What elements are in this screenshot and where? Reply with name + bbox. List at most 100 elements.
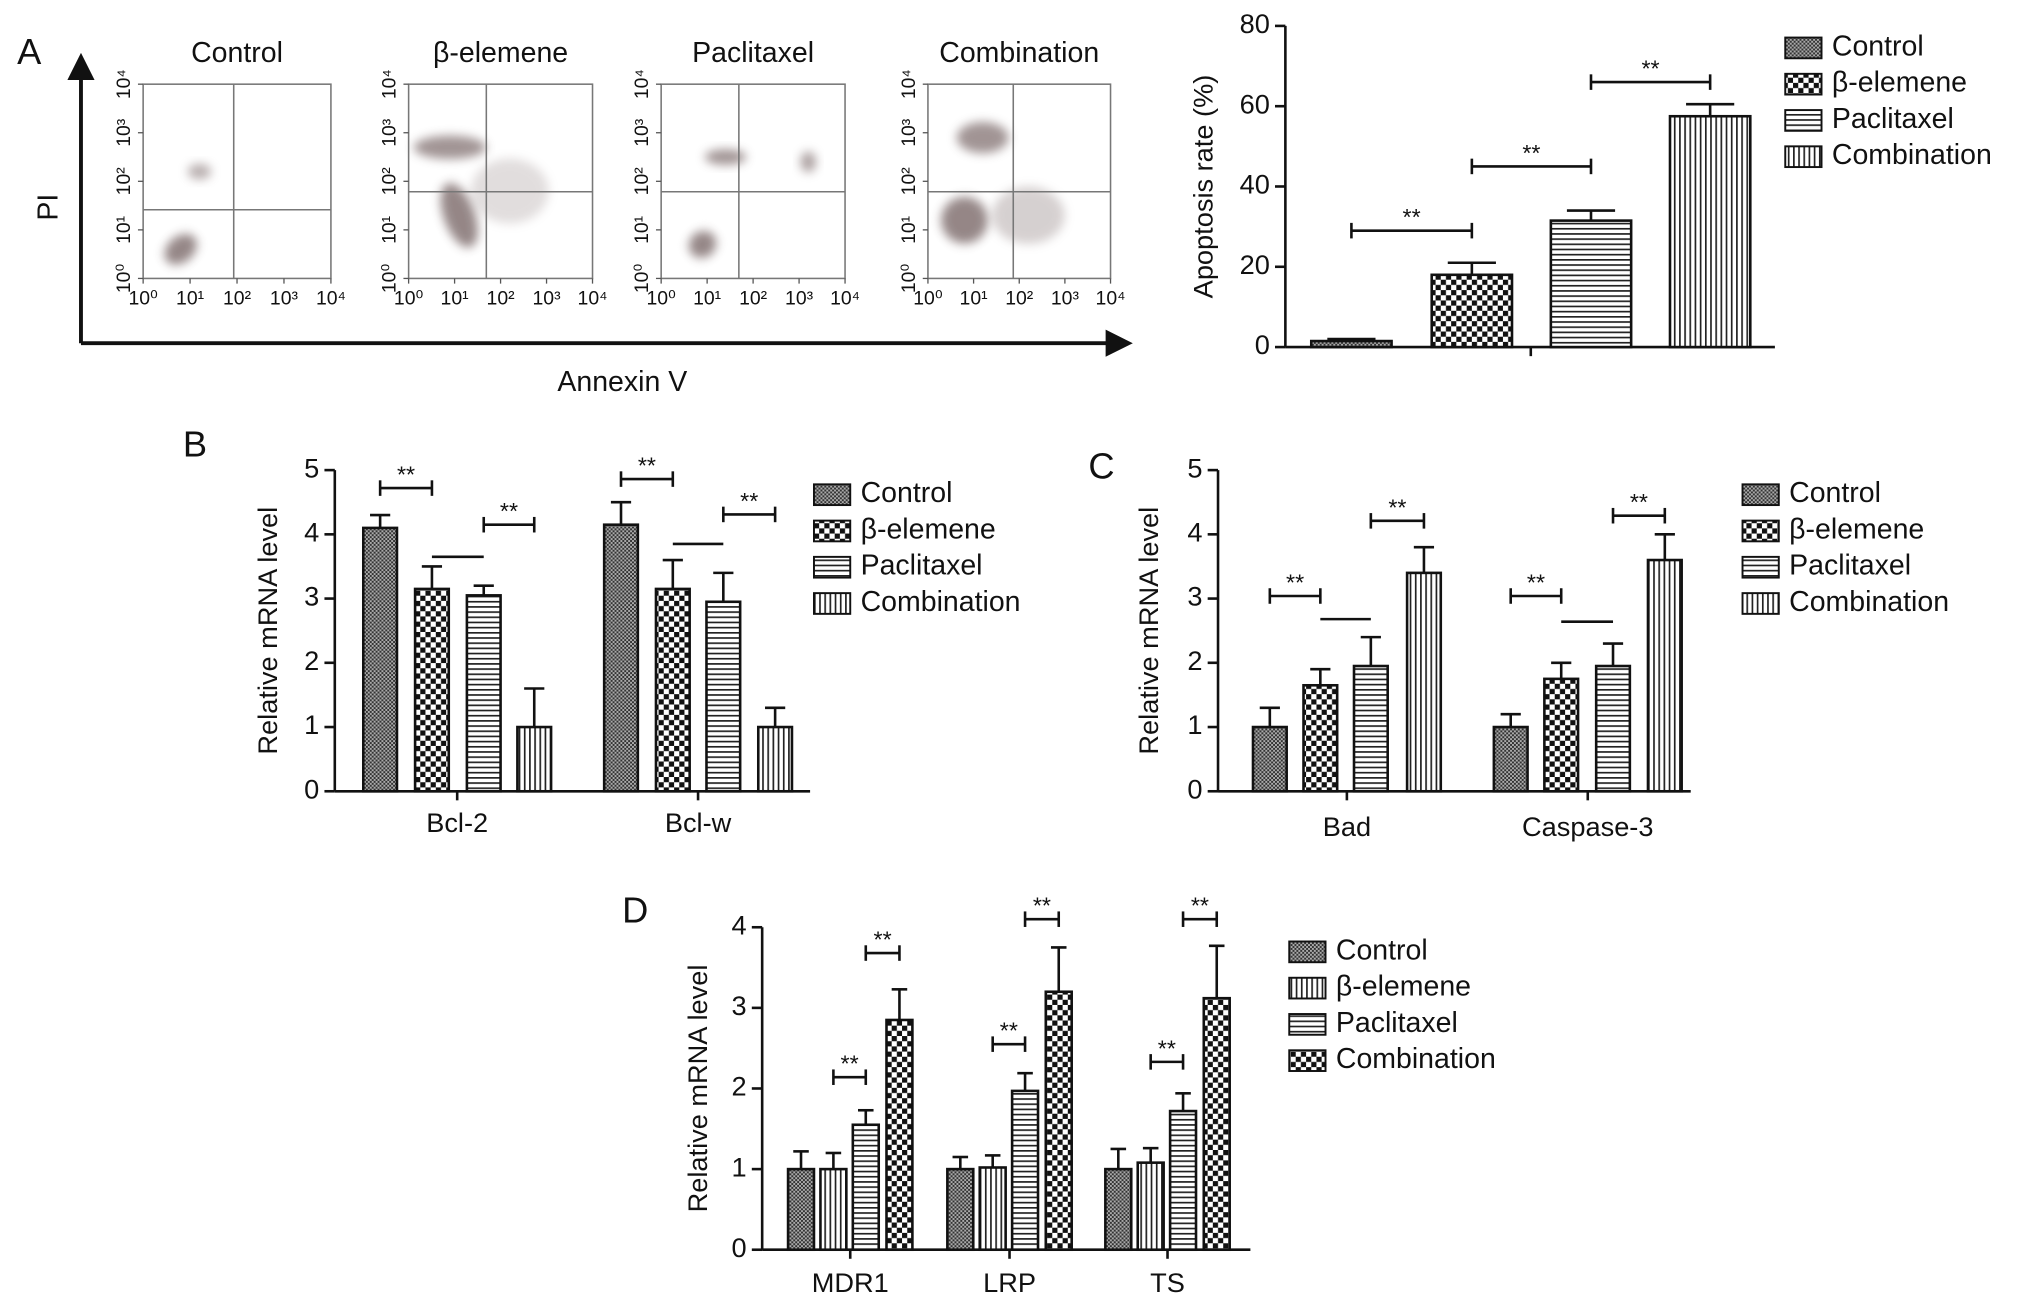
- significance: **: [874, 927, 892, 953]
- legend-swatch: [813, 519, 852, 543]
- panel-title: Paclitaxel: [692, 37, 814, 69]
- cell-cluster: [187, 163, 212, 180]
- cell-cluster: [800, 151, 817, 173]
- bar: [1104, 1167, 1133, 1252]
- significance: **: [1403, 204, 1421, 230]
- y-tick-label: 10⁴: [898, 69, 920, 99]
- x-tick-label: 10²: [487, 287, 516, 309]
- y-tick-label: 1: [1187, 709, 1202, 740]
- significance: **: [1630, 489, 1648, 515]
- significance: **: [740, 488, 758, 514]
- y-axis-label: PI: [32, 194, 64, 221]
- panel-title: β-elemene: [433, 37, 568, 69]
- legend-swatch: [1784, 36, 1823, 60]
- panel-letter: A: [17, 31, 42, 72]
- bar: [946, 1167, 975, 1252]
- x-axis-label: Annexin V: [557, 366, 687, 398]
- y-axis-label: Apoptosis rate (%): [1187, 75, 1218, 299]
- cell-cluster: [956, 122, 1009, 154]
- panel-letter: D: [622, 890, 648, 931]
- x-tick-label: 10⁰: [128, 287, 157, 309]
- y-tick-label: 10³: [379, 118, 401, 147]
- significance: **: [1158, 1035, 1176, 1061]
- bar: [1136, 1161, 1165, 1252]
- x-tick-label: 10³: [533, 287, 562, 309]
- y-tick-label: 4: [304, 517, 319, 548]
- bar: [1309, 339, 1393, 349]
- legend-label: Paclitaxel: [1336, 1007, 1458, 1039]
- y-tick-label: 3: [304, 581, 319, 612]
- x-tick-label: Bad: [1323, 811, 1371, 842]
- cell-cluster: [992, 186, 1065, 244]
- legend-label: Paclitaxel: [861, 550, 983, 582]
- legend-swatch: [1741, 555, 1780, 579]
- significance: **: [500, 498, 518, 524]
- legend-swatch: [1288, 976, 1327, 1000]
- y-axis-label: Relative mRNA level: [1133, 507, 1164, 755]
- legend-label: Control: [1789, 477, 1881, 509]
- legend-label: Combination: [861, 586, 1021, 618]
- bar: [654, 587, 691, 793]
- legend-swatch: [813, 592, 852, 615]
- legend-label: Control: [1832, 30, 1924, 62]
- legend-label: Paclitaxel: [1789, 550, 1911, 582]
- y-tick-label: 10⁰: [631, 264, 653, 293]
- y-tick-label: 5: [1187, 452, 1202, 483]
- bar: [1168, 1109, 1198, 1252]
- legend-label: Control: [861, 477, 953, 509]
- bar: [413, 587, 451, 793]
- x-tick-label: TS: [1150, 1267, 1185, 1298]
- y-tick-label: 1: [732, 1151, 747, 1182]
- y-tick-label: 10²: [631, 167, 653, 196]
- cell-cluster: [413, 135, 487, 159]
- x-tick-label: 10⁰: [913, 287, 942, 309]
- x-tick-label: 10³: [785, 287, 814, 309]
- bar: [1352, 664, 1389, 793]
- bar: [1646, 558, 1683, 793]
- x-tick-label: 10⁴: [578, 287, 608, 309]
- panel-title: Control: [191, 37, 283, 69]
- y-tick-label: 0: [1255, 329, 1270, 360]
- x-tick-label: 10²: [1005, 287, 1034, 309]
- y-tick-label: 5: [304, 452, 319, 483]
- legend-label: β-elemene: [1832, 67, 1967, 99]
- significance: **: [638, 453, 656, 479]
- legend-label: Combination: [1832, 139, 1992, 171]
- bar: [602, 523, 640, 793]
- legend-swatch: [1288, 1013, 1327, 1036]
- y-tick-label: 3: [1187, 581, 1202, 612]
- y-tick-label: 10¹: [898, 215, 920, 244]
- significance: **: [1033, 893, 1051, 919]
- bar: [756, 725, 794, 793]
- bar: [1549, 219, 1633, 349]
- legend-label: β-elemene: [1789, 514, 1924, 546]
- x-tick-label: Bcl-w: [665, 807, 732, 838]
- x-tick-label: 10⁴: [830, 287, 860, 309]
- y-tick-label: 10⁰: [898, 264, 920, 293]
- bar: [362, 526, 399, 793]
- y-tick-label: 10¹: [631, 215, 653, 244]
- panel-letter: C: [1088, 445, 1114, 486]
- y-tick-label: 10³: [898, 118, 920, 147]
- x-tick-label: Caspase-3: [1522, 811, 1653, 842]
- bar: [1010, 1089, 1040, 1252]
- cell-cluster: [440, 183, 478, 248]
- bar: [1251, 725, 1288, 793]
- bar: [885, 1018, 914, 1252]
- y-tick-label: 10⁰: [113, 264, 135, 293]
- x-tick-label: 10³: [270, 287, 299, 309]
- y-tick-label: 0: [1187, 773, 1202, 804]
- y-tick-label: 4: [732, 909, 747, 940]
- y-tick-label: 0: [732, 1232, 747, 1263]
- y-tick-label: 0: [304, 773, 319, 804]
- cell-cluster: [688, 230, 717, 258]
- panel-letter: B: [183, 423, 207, 464]
- y-tick-label: 10²: [113, 167, 135, 196]
- bar: [978, 1166, 1007, 1252]
- plot-frame: [660, 83, 846, 280]
- significance: **: [841, 1051, 859, 1077]
- bar: [705, 600, 742, 793]
- significance: **: [1191, 893, 1209, 919]
- legend-swatch: [1741, 519, 1780, 543]
- bar: [1044, 990, 1073, 1252]
